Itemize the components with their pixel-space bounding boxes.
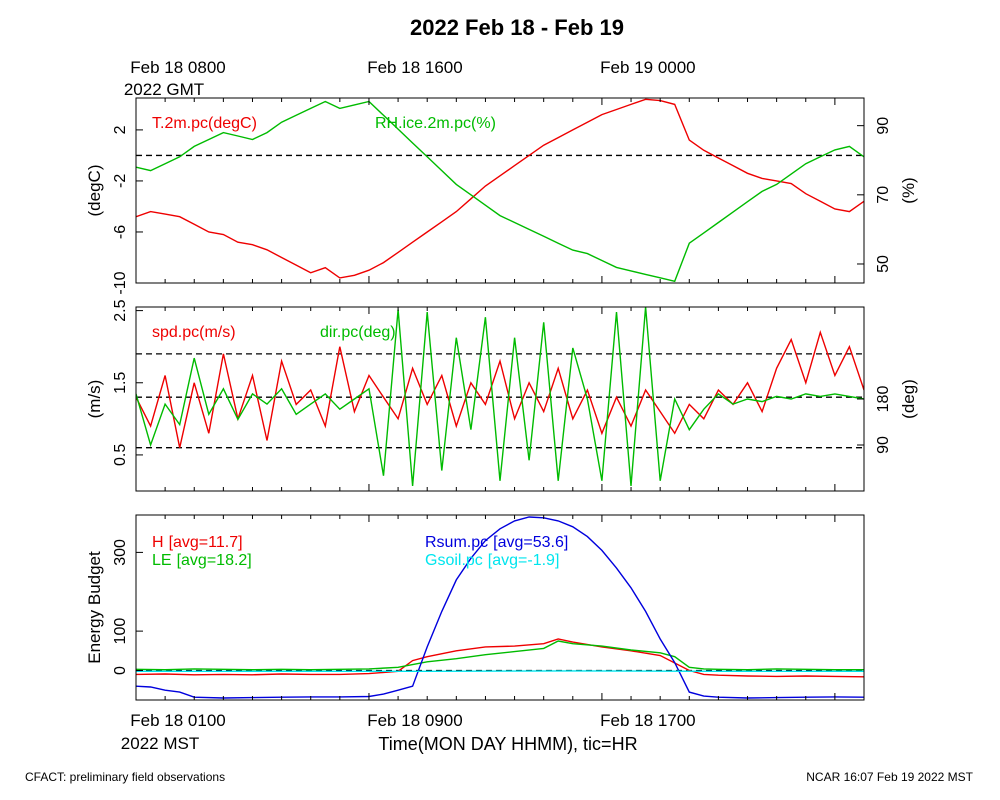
- bottom-time-tick-label: Feb 18 1700: [600, 711, 695, 730]
- plot-panels: 2 -2 -6 -10 (degC) 90 70 50 (%) T.2m.pc(degC) RH.i…: [85, 58, 918, 753]
- top-time-tick-label: Feb 18 0800: [130, 58, 225, 77]
- series-label: dir.pc(deg): [320, 324, 396, 341]
- series-label-average: [avg=-1.9]: [488, 552, 560, 569]
- x-axis-label: Time(MON DAY HHMM), tic=HR: [378, 734, 637, 754]
- series-line-t-2m-pc-degc: [136, 98, 864, 279]
- series-line-dir-pc-deg: [136, 307, 864, 486]
- left-tick-label: 0: [112, 666, 129, 675]
- left-tick-label: 0.5: [112, 444, 129, 466]
- series-label-name: Rsum.pc: [425, 534, 488, 551]
- series-label-average: [avg=11.7]: [169, 534, 243, 551]
- left-tick-label: 2: [112, 125, 129, 134]
- left-tick-label: -6: [112, 225, 129, 239]
- bottom-time-tick-label: Feb 18 0100: [130, 711, 225, 730]
- series-line-rsum-pc: [136, 516, 864, 699]
- left-tick-label: 2.5: [112, 299, 129, 321]
- right-tick-label: 70: [875, 186, 892, 204]
- left-axis-label: (degC): [85, 165, 104, 217]
- left-tick-label: 300: [112, 539, 129, 566]
- left-tick-label: -10: [112, 271, 129, 294]
- panel-frame: [135, 97, 865, 284]
- left-axis-label: (m/s): [85, 380, 104, 419]
- series-label: Rsum.pc [avg=53.6]: [425, 534, 568, 551]
- bottom-time-tick-label: Feb 18 0900: [367, 711, 462, 730]
- right-tick-label: 90: [875, 117, 892, 135]
- right-tick-label: 180: [875, 386, 892, 413]
- right-axis-label: (deg): [899, 379, 918, 419]
- left-tick-label: 1.5: [112, 372, 129, 394]
- series-label: RH.ice.2m.pc(%): [375, 115, 496, 132]
- bottom-time-zone-label: 2022 MST: [121, 734, 199, 753]
- footer-left-note: CFACT: preliminary field observations: [25, 770, 225, 784]
- series-line-h: [136, 638, 864, 678]
- panel-frame: [135, 514, 865, 701]
- series-label: T.2m.pc(degC): [152, 115, 257, 132]
- panel-2: 2.5 1.5 0.5 (m/s) 180 90 (deg) spd.pc(m/s) dir.p…: [85, 299, 918, 492]
- top-time-tick-label: Feb 19 0000: [600, 58, 695, 77]
- top-time-zone-label: 2022 GMT: [124, 80, 204, 99]
- series-line-rh-ice-2m-pc: [136, 100, 864, 283]
- series-label: LE [avg=18.2]: [152, 552, 252, 569]
- top-time-tick-label: Feb 18 1600: [367, 58, 462, 77]
- series-label-average: [avg=53.6]: [493, 534, 568, 551]
- series-line-le: [136, 640, 864, 671]
- series-label-average: [avg=18.2]: [177, 552, 252, 569]
- series-label-name: LE: [152, 552, 172, 569]
- right-axis-label: (%): [899, 177, 918, 203]
- right-tick-label: 90: [875, 436, 892, 454]
- left-tick-label: -2: [112, 174, 129, 188]
- footer-right-note: NCAR 16:07 Feb 19 2022 MST: [806, 770, 973, 784]
- series-label: H [avg=11.7]: [152, 534, 243, 551]
- left-tick-label: 100: [112, 618, 129, 645]
- right-tick-label: 50: [875, 255, 892, 273]
- series-label: spd.pc(m/s): [152, 324, 236, 341]
- panel-3: 300 100 0 Energy Budget H [avg=11.7]LE [avg=18…: [85, 514, 865, 701]
- series-label: Gsoil.pc [avg=-1.9]: [425, 552, 559, 569]
- panel-1: 2 -2 -6 -10 (degC) 90 70 50 (%) T.2m.pc(degC) RH.i…: [85, 97, 918, 295]
- figure-title: 2022 Feb 18 - Feb 19: [410, 15, 624, 40]
- series-label-name: H: [152, 534, 164, 551]
- series-label-name: Gsoil.pc: [425, 552, 483, 569]
- left-axis-label: Energy Budget: [85, 551, 104, 664]
